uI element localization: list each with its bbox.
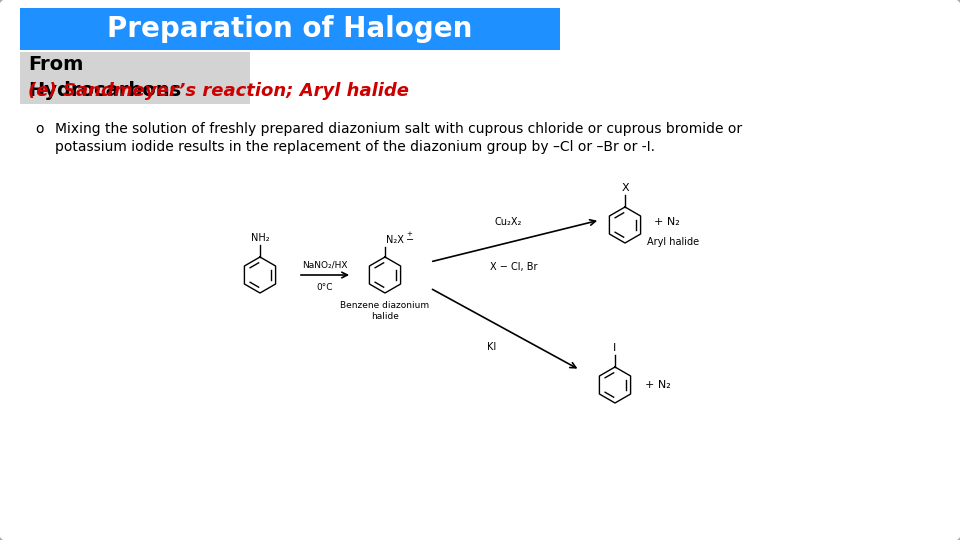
Text: Benzene diazonium: Benzene diazonium: [341, 301, 429, 310]
Text: o: o: [35, 122, 43, 136]
Text: X: X: [621, 183, 629, 193]
Text: From: From: [28, 56, 84, 75]
FancyBboxPatch shape: [20, 52, 250, 78]
Text: Mixing the solution of freshly prepared diazonium salt with cuprous chloride or : Mixing the solution of freshly prepared …: [55, 122, 742, 136]
Text: Aryl halide: Aryl halide: [647, 237, 699, 247]
Text: Hydrocarbons: Hydrocarbons: [28, 82, 181, 100]
FancyBboxPatch shape: [20, 78, 250, 104]
Text: halide: halide: [372, 312, 399, 321]
Text: I: I: [613, 343, 616, 353]
Text: +: +: [406, 231, 412, 237]
Text: potassium iodide results in the replacement of the diazonium group by –Cl or –Br: potassium iodide results in the replacem…: [55, 140, 655, 154]
Text: NaNO₂/HX: NaNO₂/HX: [302, 260, 348, 269]
Text: Preparation of Halogen: Preparation of Halogen: [108, 15, 472, 43]
Text: NH₂: NH₂: [251, 233, 270, 243]
FancyBboxPatch shape: [20, 8, 560, 50]
Text: 0°C: 0°C: [317, 283, 333, 292]
Text: + N₂: + N₂: [645, 380, 671, 390]
Text: Cu₂X₂: Cu₂X₂: [494, 217, 521, 227]
Text: −: −: [406, 235, 414, 245]
Text: N₂X: N₂X: [386, 235, 404, 245]
Text: (e) Sandmeyer’s reaction; Aryl halide: (e) Sandmeyer’s reaction; Aryl halide: [28, 82, 409, 100]
Text: + N₂: + N₂: [654, 217, 680, 227]
Text: X − Cl, Br: X − Cl, Br: [490, 262, 538, 272]
Text: KI: KI: [488, 342, 496, 352]
